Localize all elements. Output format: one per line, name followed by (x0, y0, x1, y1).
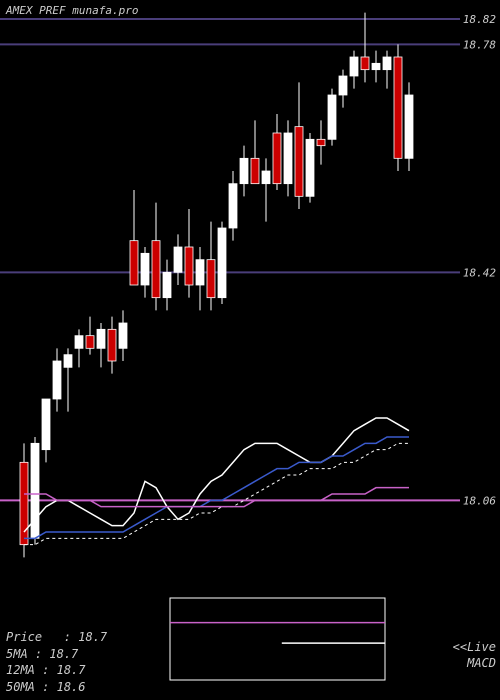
info-box: Price : 18.7 5MA : 18.7 12MA : 18.7 50MA… (6, 629, 107, 696)
candle-body (361, 57, 369, 70)
candle-body (229, 184, 237, 228)
candle-body (196, 260, 204, 285)
macd-box (170, 598, 385, 680)
candle-body (207, 260, 215, 298)
candle-body (306, 139, 314, 196)
candle-body (372, 63, 380, 69)
candle-body (284, 133, 292, 184)
candle-body (295, 127, 303, 197)
candle-body (262, 171, 270, 184)
candle-body (31, 443, 39, 538)
candle-body (152, 241, 160, 298)
candle-body (53, 361, 61, 399)
price-hline-label: 18.06 (463, 494, 496, 507)
candle-body (130, 241, 138, 285)
ma-line-5MA (24, 418, 409, 532)
candle-body (240, 158, 248, 183)
candle-body (20, 462, 28, 544)
chart-svg: 18.82 18.78 18.42 18.06 (0, 0, 500, 700)
macd-label: MACD (467, 656, 496, 670)
candle-body (141, 253, 149, 285)
candle-body (317, 139, 325, 145)
macd-live-label: <<Live (453, 640, 496, 654)
stock-chart: AMEX PREF munafa.pro 18.8218.7818.4218.0… (0, 0, 500, 700)
candle-body (108, 329, 116, 361)
candle-body (350, 57, 358, 76)
candle-body (251, 158, 259, 183)
candle-body (75, 336, 83, 349)
info-5ma: 5MA : 18.7 (6, 646, 107, 663)
price-hline-label: 18.78 (463, 38, 496, 51)
candle-body (163, 272, 171, 297)
ma-line-50MA (24, 488, 409, 507)
info-price: Price : 18.7 (6, 629, 107, 646)
candle-body (273, 133, 281, 184)
info-50ma: 50MA : 18.6 (6, 679, 107, 696)
info-12ma: 12MA : 18.7 (6, 662, 107, 679)
price-hline-label: 18.42 (463, 266, 496, 279)
candle-body (383, 57, 391, 70)
candle-body (328, 95, 336, 139)
candle-body (42, 399, 50, 450)
price-hline-label: 18.82 (463, 13, 496, 26)
candle-body (339, 76, 347, 95)
candle-body (64, 355, 72, 368)
candle-body (405, 95, 413, 158)
candle-body (86, 336, 94, 349)
candle-body (174, 247, 182, 272)
candle-body (119, 323, 127, 348)
candle-body (185, 247, 193, 285)
candle-body (218, 228, 226, 298)
candle-body (97, 329, 105, 348)
candle-body (394, 57, 402, 158)
ma-line-12MA (24, 437, 409, 538)
